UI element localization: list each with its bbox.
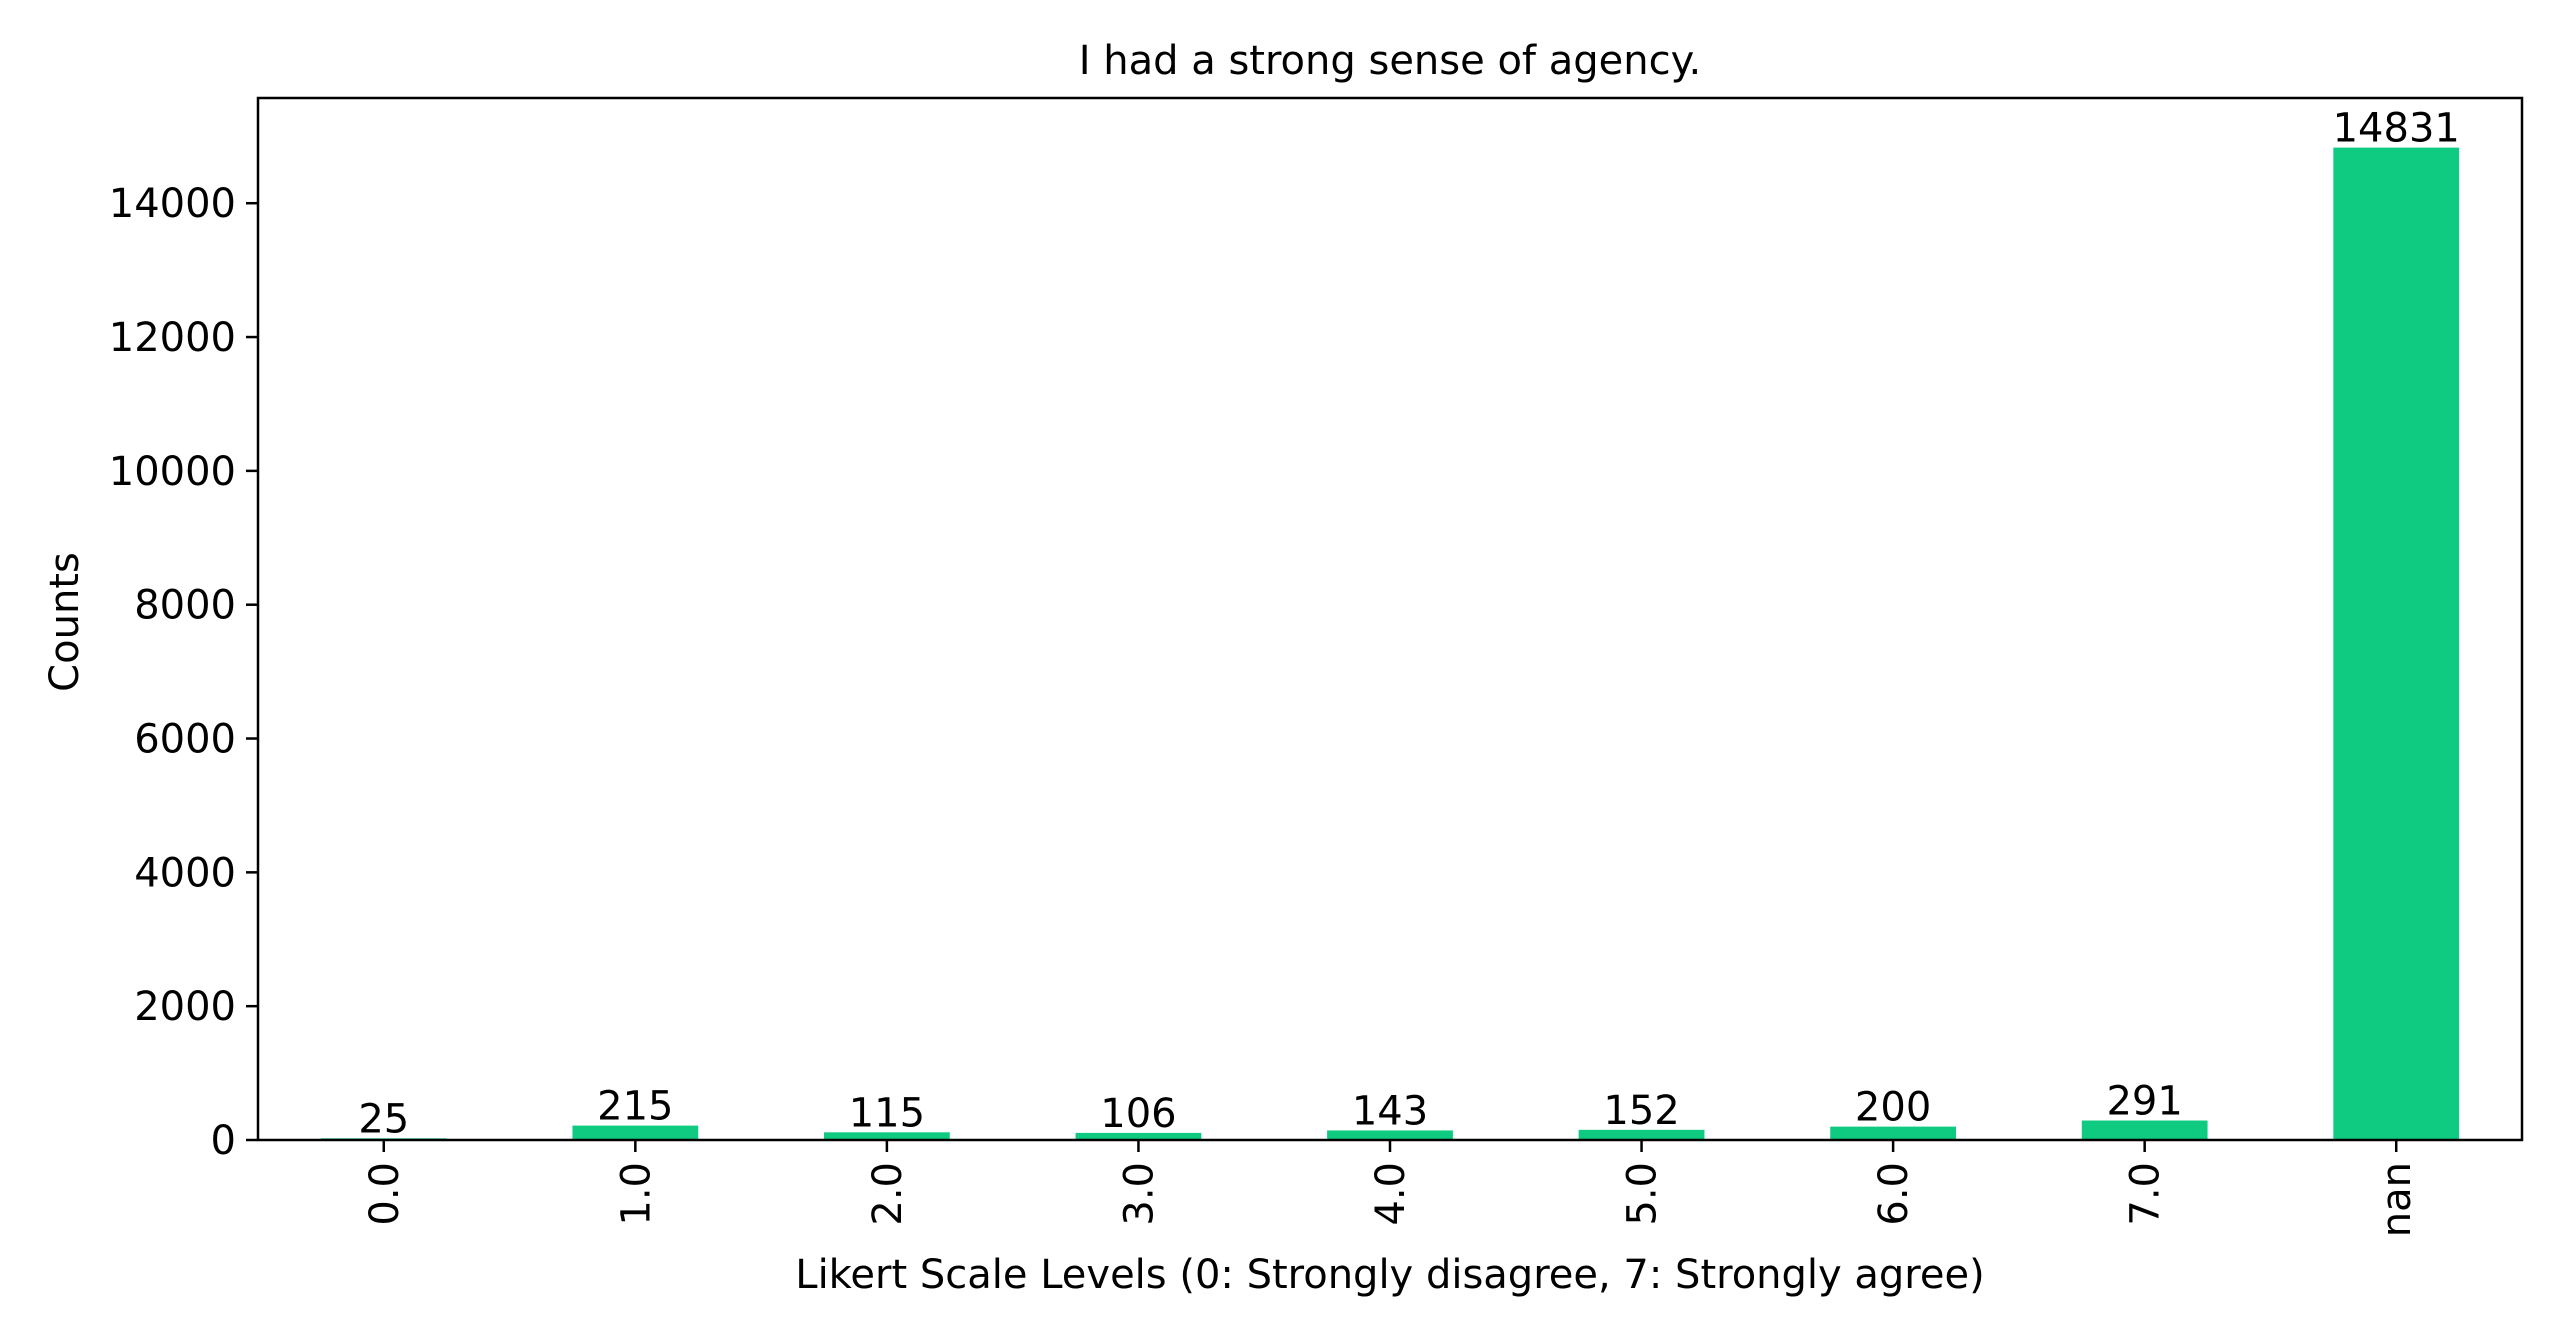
x-tick-label: 3.0 bbox=[1116, 1162, 1162, 1226]
y-tick-label: 12000 bbox=[109, 315, 236, 361]
y-axis-label: Counts bbox=[42, 552, 88, 692]
y-tick-label: 10000 bbox=[109, 449, 236, 495]
bar-2.0 bbox=[824, 1132, 950, 1140]
y-tick-label: 8000 bbox=[134, 583, 236, 629]
x-tick-label: 1.0 bbox=[613, 1162, 659, 1226]
y-tick-label: 14000 bbox=[109, 181, 236, 227]
x-tick-label: 7.0 bbox=[2123, 1162, 2169, 1226]
y-tick-label: 4000 bbox=[134, 850, 236, 896]
bar-value-label: 14831 bbox=[2333, 106, 2460, 152]
bar-value-label: 215 bbox=[597, 1084, 673, 1130]
y-axis: 0 2000 4000 6000 8000 10000 12000 14000 bbox=[109, 181, 258, 1164]
x-tick-label: nan bbox=[2374, 1162, 2420, 1237]
x-tick-label: 4.0 bbox=[1368, 1162, 1414, 1226]
bar-value-label: 106 bbox=[1100, 1091, 1176, 1137]
bar-nan bbox=[2333, 147, 2460, 1141]
bars-group bbox=[320, 147, 2460, 1141]
bar-5.0 bbox=[1578, 1129, 1705, 1140]
x-tick-label: 2.0 bbox=[865, 1162, 911, 1226]
bar-value-label: 115 bbox=[849, 1090, 925, 1136]
y-tick-label: 2000 bbox=[134, 984, 236, 1030]
chart-title: I had a strong sense of agency. bbox=[1079, 38, 1702, 84]
bar-labels-group: 25 215 115 106 143 152 200 291 14831 bbox=[358, 106, 2460, 1143]
bar-value-label: 152 bbox=[1603, 1088, 1679, 1134]
x-tick-label: 6.0 bbox=[1871, 1162, 1917, 1226]
x-axis: 0.0 1.0 2.0 3.0 4.0 5.0 6.0 7.0 nan bbox=[362, 1140, 2420, 1237]
y-tick-label: 0 bbox=[211, 1118, 236, 1164]
x-tick-label: 5.0 bbox=[1620, 1162, 1666, 1226]
x-axis-label: Likert Scale Levels (0: Strongly disagre… bbox=[795, 1252, 1984, 1298]
x-tick-label: 0.0 bbox=[362, 1162, 408, 1226]
bar-value-label: 291 bbox=[2106, 1079, 2182, 1125]
bar-value-label: 143 bbox=[1352, 1088, 1428, 1134]
bar-6.0 bbox=[1830, 1126, 1956, 1140]
bar-7.0 bbox=[2081, 1120, 2208, 1140]
bar-1.0 bbox=[572, 1125, 699, 1140]
bar-4.0 bbox=[1327, 1130, 1453, 1140]
bar-3.0 bbox=[1075, 1132, 1202, 1140]
bar-value-label: 25 bbox=[358, 1096, 409, 1142]
bar-value-label: 200 bbox=[1855, 1085, 1931, 1131]
plot-frame bbox=[256, 96, 2524, 1142]
y-tick-label: 6000 bbox=[134, 717, 236, 763]
